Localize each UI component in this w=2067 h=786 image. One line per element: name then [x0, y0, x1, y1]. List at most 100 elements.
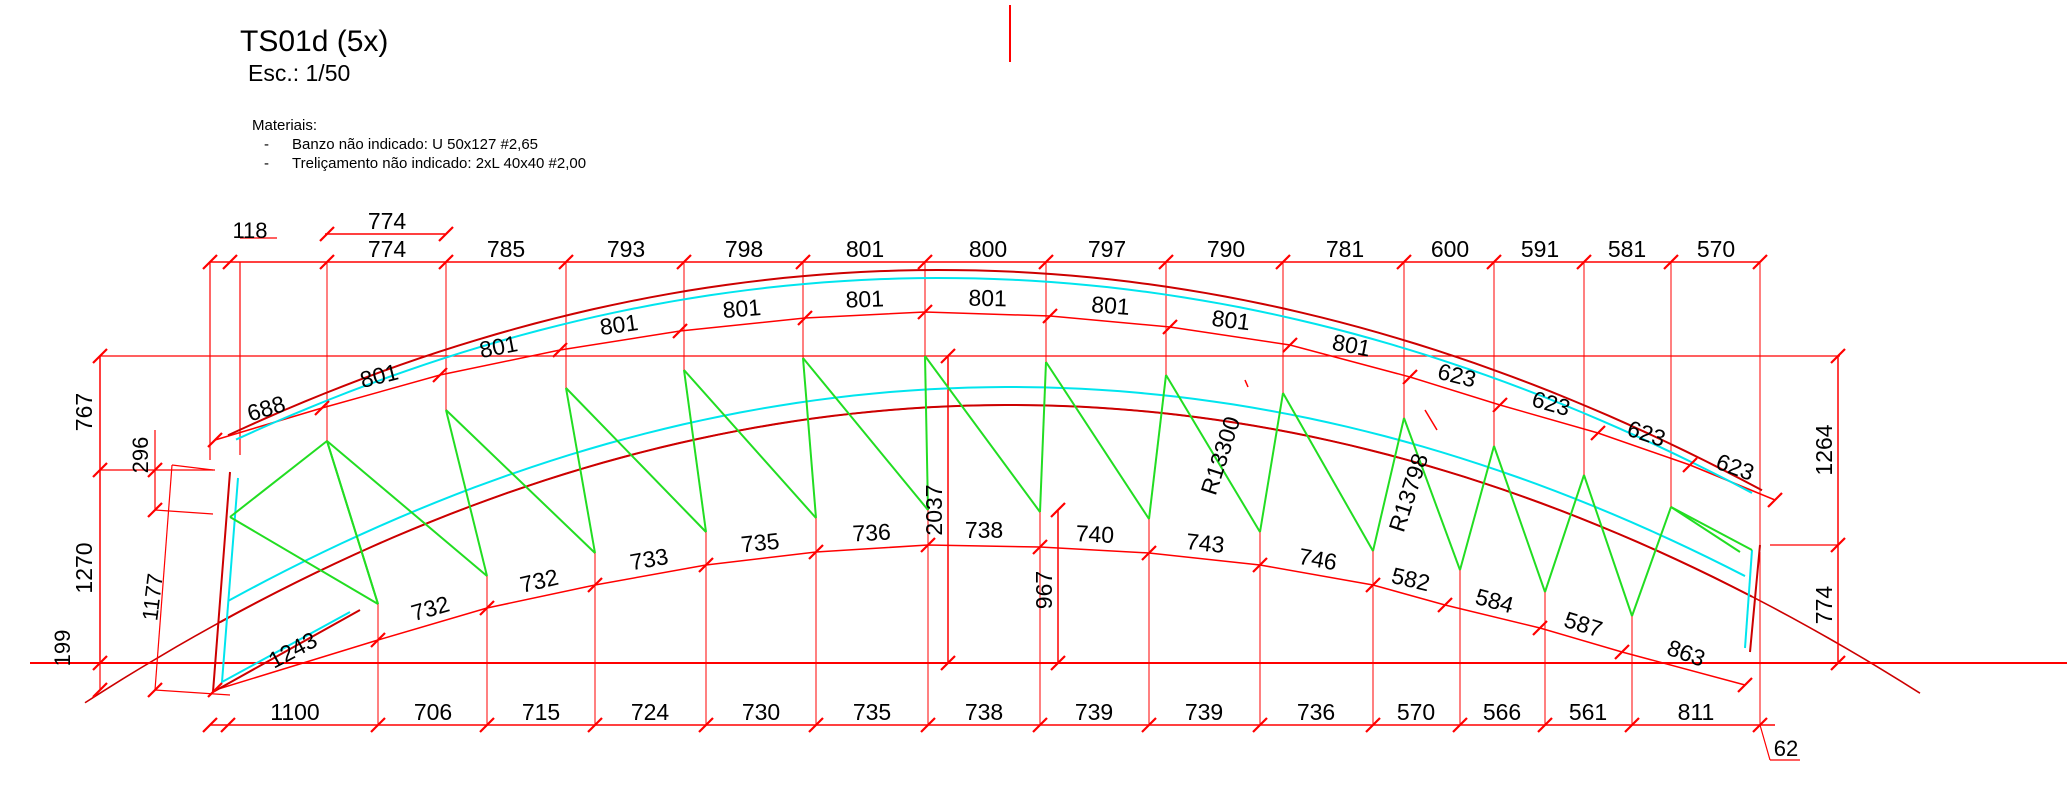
dimension-tick [147, 462, 163, 478]
dimension-tick [1767, 492, 1783, 508]
dimension-tick [92, 655, 108, 671]
radius-label: R13798 [1384, 450, 1434, 535]
top-chord-outer [227, 269, 1763, 492]
dimension-tick [808, 544, 824, 560]
bottom-row-label: 730 [742, 699, 780, 725]
dimension-tick [917, 304, 933, 320]
dimension-tick [220, 717, 236, 733]
lattice-member [924, 355, 929, 511]
bottom-arc-label: 736 [852, 519, 892, 547]
dimension-tick [319, 226, 335, 242]
material-text: Banzo não indicado: U 50x127 #2,65 [292, 136, 539, 153]
center-height-label: 2037 [921, 484, 947, 535]
lattice-member [1165, 374, 1261, 533]
material-note: - Treliçamento não indicado: 2xL 40x40 #… [252, 154, 586, 173]
radius-marker [1244, 379, 1249, 388]
bottom-arc-label: 746 [1297, 543, 1339, 575]
right-height-label: 1264 [1811, 424, 1837, 475]
dimension-tick [1158, 254, 1174, 270]
materials-heading: Materiais: [252, 117, 318, 134]
bottom-row-label: 739 [1185, 699, 1223, 725]
lattice-member [1459, 445, 1495, 571]
bottom-row-label: 566 [1483, 699, 1521, 725]
bottom-chord-inner [227, 386, 1746, 602]
dimension-tick [940, 348, 956, 364]
radius-marker [1424, 409, 1438, 431]
dimension-tick [1576, 254, 1592, 270]
dimension-tick [698, 717, 714, 733]
top-row-label: 801 [846, 236, 884, 262]
top-row-label: 781 [1326, 236, 1364, 262]
top-arc-label: 623 [1713, 448, 1758, 486]
top-arc-label: 801 [1330, 329, 1373, 362]
left-inner-label: 1177 [137, 572, 168, 622]
top-row-label: 581 [1608, 236, 1646, 262]
dimension-tick [1282, 337, 1298, 353]
top-arc-label: 623 [1624, 415, 1669, 452]
lattice-member [1583, 474, 1633, 617]
top-arc-label: 801 [1210, 305, 1251, 335]
dimension-tick [479, 600, 495, 616]
dimension-ticks [92, 226, 1846, 733]
dimension-tick [1252, 557, 1268, 573]
lattice-member [802, 357, 817, 519]
dimension-tick [92, 682, 108, 698]
dimension-tick [1050, 655, 1066, 671]
bottom-row-label: 715 [522, 699, 560, 725]
dimension-tick [698, 557, 714, 573]
top-arc-label: 801 [845, 285, 884, 312]
lattice-member [1148, 374, 1167, 520]
bottom-row-label: 739 [1075, 699, 1113, 725]
lattice-member [326, 440, 379, 605]
dimension-tick [1396, 254, 1412, 270]
drawing-scale: Esc.: 1/50 [248, 60, 351, 86]
dimension-tick [1141, 717, 1157, 733]
top-row-label: 793 [607, 236, 645, 262]
dimension-tick [797, 310, 813, 326]
bottom-arc-label: 863 [1664, 634, 1709, 672]
bottom-row-label: 724 [631, 699, 670, 725]
lattice-member [1039, 361, 1047, 513]
bullet-dash: - [264, 155, 269, 172]
top-row-label: 790 [1207, 236, 1245, 262]
top-arc-label: 688 [244, 390, 288, 426]
dimension-tick [1032, 539, 1048, 555]
lattice-member [1282, 392, 1374, 552]
dimension-tick [1032, 717, 1048, 733]
dimension-tick [795, 254, 811, 270]
dimension-tick [920, 717, 936, 733]
dimension-tick [1682, 457, 1698, 473]
dimension-tick [940, 655, 956, 671]
dimension-tick [207, 682, 223, 698]
dimension-tick [587, 717, 603, 733]
bottom-arc-label: 587 [1561, 606, 1605, 642]
dimension-tick [917, 254, 933, 270]
dimension-tick [319, 254, 335, 270]
title-block: TS01d (5x) Esc.: 1/50 [240, 25, 388, 87]
bottom-row-label: 735 [853, 699, 891, 725]
materials-notes: Materiais: - Banzo não indicado: U 50x12… [252, 116, 586, 173]
bottom-row-label: 738 [965, 699, 1003, 725]
bottom-row-label: 1100 [270, 699, 319, 725]
dimension-tick [92, 462, 108, 478]
material-text: Treliçamento não indicado: 2xL 40x40 #2,… [292, 155, 587, 172]
dimension-tick [1624, 717, 1640, 733]
dimension-tick [1830, 655, 1846, 671]
material-note: - Banzo não indicado: U 50x127 #2,65 [252, 135, 586, 154]
bottom-arc-label: 735 [740, 528, 781, 558]
top-extra-label: 774 [368, 208, 407, 234]
dimension-lines [30, 5, 2067, 761]
bottom-arc-label: 732 [518, 564, 561, 598]
dimension-tick [370, 632, 386, 648]
dimension-tick [432, 367, 448, 383]
dimension-tick [1492, 397, 1508, 413]
lattice-member [1670, 506, 1741, 553]
drawing-title: TS01d (5x) [240, 25, 389, 58]
dimension-tick [1038, 254, 1054, 270]
lattice-member [1403, 417, 1461, 571]
top-row-label: 570 [1697, 236, 1735, 262]
truss-chords [211, 269, 1763, 694]
bottom-row-label: 570 [1397, 699, 1435, 725]
dimension-tick [1452, 717, 1468, 733]
